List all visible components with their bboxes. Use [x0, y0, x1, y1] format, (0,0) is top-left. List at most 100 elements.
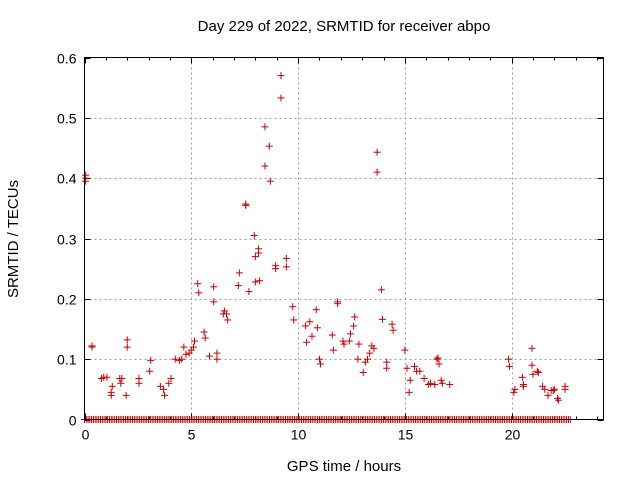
data-point — [167, 374, 175, 382]
data-point — [123, 336, 131, 344]
y-axis-label: SRMTID / TECUs — [5, 180, 22, 298]
data-point — [529, 370, 537, 378]
data-point — [328, 331, 336, 339]
data-point — [251, 253, 259, 261]
data-point — [200, 328, 208, 336]
data-point — [506, 362, 514, 370]
y-tick-label: 0.4 — [57, 171, 77, 187]
data-point — [363, 355, 371, 363]
data-point — [308, 332, 316, 340]
data-point — [519, 381, 527, 389]
data-point — [334, 300, 342, 308]
data-point — [340, 340, 348, 348]
data-point — [377, 286, 385, 294]
data-point — [266, 177, 274, 185]
data-point — [359, 368, 367, 376]
data-point — [403, 364, 411, 372]
data-point — [388, 320, 396, 328]
data-point — [434, 354, 442, 362]
x-tick-label: 0 — [82, 427, 90, 443]
data-point — [210, 298, 218, 306]
data-point — [277, 94, 285, 102]
data-point — [378, 315, 386, 323]
data-point — [256, 277, 264, 285]
data-point — [171, 355, 179, 363]
data-point — [290, 316, 298, 324]
y-tick-label: 0.5 — [57, 111, 77, 127]
data-point — [123, 343, 131, 351]
data-point — [82, 177, 90, 185]
data-point — [160, 385, 168, 393]
data-point — [366, 349, 374, 357]
data-point — [435, 360, 443, 368]
data-point — [383, 364, 391, 372]
data-point — [282, 263, 290, 271]
data-point — [201, 334, 209, 342]
data-point — [234, 282, 242, 290]
data-point — [224, 316, 232, 324]
y-tick-label: 0.3 — [57, 232, 77, 248]
data-point — [410, 362, 418, 370]
data-point — [544, 391, 552, 399]
data-point — [195, 289, 203, 297]
data-point — [346, 330, 354, 338]
data-point — [245, 288, 253, 296]
data-point — [122, 391, 130, 399]
y-tick-label: 0 — [69, 413, 77, 429]
data-point — [178, 355, 186, 363]
data-point — [223, 310, 231, 318]
data-point — [312, 306, 320, 314]
data-point — [213, 355, 221, 363]
data-point — [383, 358, 391, 366]
data-point — [213, 349, 221, 357]
data-point — [182, 350, 190, 358]
data-point — [194, 280, 202, 288]
data-point — [549, 387, 557, 395]
data-point — [370, 344, 378, 352]
data-point — [528, 344, 536, 352]
data-point — [511, 385, 519, 393]
data-point — [510, 388, 518, 396]
data-point — [504, 355, 512, 363]
data-point — [261, 123, 269, 131]
data-point — [250, 231, 258, 239]
data-point — [242, 200, 250, 208]
x-tick-label: 15 — [398, 427, 414, 443]
x-axis-label: GPS time / hours — [287, 458, 401, 475]
data-point — [189, 343, 197, 351]
data-point — [146, 367, 154, 375]
x-tick-label: 5 — [188, 427, 196, 443]
data-point — [180, 343, 188, 351]
data-point — [282, 254, 290, 262]
y-tick-label: 0.2 — [57, 292, 77, 308]
data-point — [303, 338, 311, 346]
data-point — [351, 313, 359, 321]
data-point — [406, 376, 414, 384]
data-point — [147, 356, 155, 364]
chart-title: Day 229 of 2022, SRMTID for receiver abp… — [198, 18, 491, 35]
data-point — [190, 337, 198, 345]
data-point — [437, 376, 445, 384]
data-point — [420, 374, 428, 382]
data-point — [255, 249, 263, 257]
data-point — [313, 324, 321, 332]
data-point — [289, 303, 297, 311]
data-point — [161, 391, 169, 399]
data-point — [156, 382, 164, 390]
data-point — [235, 269, 243, 277]
data-point — [272, 265, 280, 273]
data-point — [261, 162, 269, 170]
data-point — [541, 385, 549, 393]
gridlines — [84, 57, 604, 420]
data-point — [317, 360, 325, 368]
y-tick-label: 0.6 — [57, 51, 77, 67]
data-point — [534, 368, 542, 376]
data-point — [251, 278, 259, 286]
data-point — [108, 382, 116, 390]
y-tick-label: 0.1 — [57, 352, 77, 368]
data-point — [427, 379, 434, 387]
data-point — [302, 322, 310, 330]
data-point — [528, 361, 536, 369]
data-point — [518, 373, 526, 381]
